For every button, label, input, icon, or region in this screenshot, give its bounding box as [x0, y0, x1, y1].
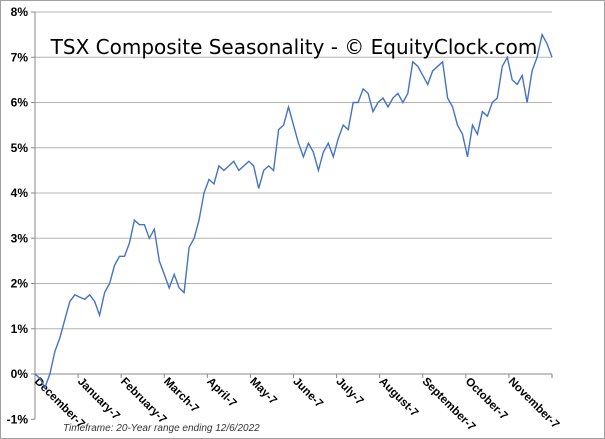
- y-tick-label: 8%: [11, 5, 29, 19]
- y-tick-label: 4%: [11, 186, 29, 200]
- chart-title: TSX Composite Seasonality - © EquityCloc…: [50, 35, 538, 59]
- y-tick-label: 5%: [11, 141, 29, 155]
- x-tick-label: July-7: [333, 376, 365, 408]
- y-tick-label: 3%: [11, 231, 29, 245]
- y-tick-label: 1%: [11, 322, 29, 336]
- x-tick-label: January-7: [75, 376, 122, 423]
- footnote: Timeframe: 20-Year range ending 12/6/202…: [63, 423, 260, 434]
- y-tick-label: 6%: [11, 96, 29, 110]
- x-tick-label: April-7: [204, 376, 238, 410]
- x-tick-label: June-7: [290, 376, 325, 411]
- series-line: [34, 32, 553, 390]
- x-tick-label: November-7: [506, 376, 561, 431]
- x-tick-label: August-7: [377, 376, 421, 420]
- x-tick-label: May-7: [247, 376, 279, 408]
- y-tick-label: 0%: [11, 367, 29, 381]
- y-tick-label: 7%: [11, 50, 29, 64]
- y-tick-label: 2%: [11, 277, 29, 291]
- y-tick-label: -1%: [7, 412, 29, 426]
- x-tick-label: March-7: [161, 376, 201, 416]
- x-tick-label: October-7: [463, 376, 510, 423]
